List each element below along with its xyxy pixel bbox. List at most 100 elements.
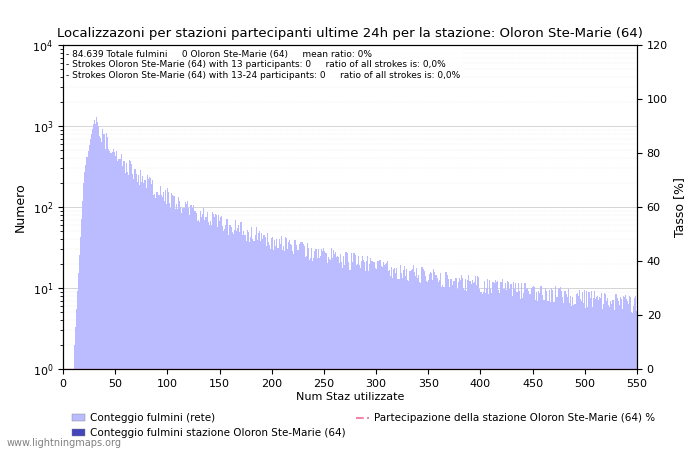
Bar <box>175 209 176 450</box>
Bar <box>431 273 432 450</box>
Bar <box>249 242 251 450</box>
Bar <box>576 294 577 450</box>
Bar <box>572 297 573 450</box>
Bar <box>430 272 431 450</box>
Bar <box>150 179 151 450</box>
Bar <box>581 302 582 450</box>
Bar <box>330 248 332 450</box>
Bar <box>545 288 546 450</box>
Bar <box>415 276 416 450</box>
Bar <box>113 152 115 450</box>
Bar <box>216 215 217 450</box>
Bar <box>458 283 459 450</box>
Bar <box>555 286 556 450</box>
Bar <box>242 235 243 450</box>
Bar <box>237 228 238 450</box>
Bar <box>164 189 166 450</box>
Bar <box>287 249 288 450</box>
Bar <box>376 269 377 450</box>
Bar <box>542 295 543 450</box>
Bar <box>354 253 355 450</box>
Bar <box>192 208 193 450</box>
Bar <box>626 299 627 450</box>
Bar <box>304 257 306 450</box>
Bar <box>265 237 266 450</box>
Bar <box>167 188 168 450</box>
Bar <box>531 288 532 450</box>
Bar <box>530 294 531 450</box>
Bar <box>147 175 148 450</box>
Bar <box>245 235 246 450</box>
Bar <box>81 219 83 450</box>
Bar <box>395 273 396 450</box>
Bar <box>199 222 200 450</box>
Bar <box>224 229 225 450</box>
Bar <box>600 298 601 450</box>
Bar <box>119 159 120 450</box>
Partecipazione della stazione Oloron Ste-Marie (64) % <box>60 366 68 372</box>
Bar <box>80 237 81 450</box>
Bar <box>291 245 292 450</box>
Bar <box>479 289 480 450</box>
Bar <box>451 279 452 450</box>
Bar <box>136 181 138 450</box>
Bar <box>559 288 560 450</box>
Bar <box>398 279 400 450</box>
Bar <box>627 301 628 450</box>
Bar <box>502 279 503 450</box>
Bar <box>389 270 390 450</box>
Bar <box>177 209 178 450</box>
Bar <box>294 240 295 450</box>
Bar <box>394 268 395 450</box>
Bar <box>409 271 410 450</box>
Bar <box>487 279 489 450</box>
Bar <box>536 292 538 450</box>
Bar <box>473 283 474 450</box>
Bar <box>153 195 154 450</box>
Bar <box>534 287 536 450</box>
Bar <box>391 267 392 450</box>
Bar <box>425 276 426 450</box>
Bar <box>444 287 445 450</box>
Legend: Conteggio fulmini (rete), Conteggio fulmini stazione Oloron Ste-Marie (64), Part: Conteggio fulmini (rete), Conteggio fulm… <box>68 409 659 442</box>
Bar <box>477 276 478 450</box>
Bar <box>206 212 207 450</box>
Bar <box>323 248 324 450</box>
Bar <box>272 237 273 450</box>
Bar <box>225 225 226 450</box>
Bar <box>106 134 107 450</box>
Bar <box>628 304 629 450</box>
Bar <box>190 205 191 450</box>
Bar <box>285 237 286 450</box>
Bar <box>523 293 524 450</box>
Bar <box>277 248 279 450</box>
Bar <box>211 212 213 450</box>
Bar <box>485 293 486 450</box>
Bar <box>433 269 434 450</box>
Bar <box>573 305 574 450</box>
Bar <box>253 241 255 450</box>
Partecipazione della stazione Oloron Ste-Marie (64) % <box>456 366 464 372</box>
Bar <box>438 282 439 450</box>
Bar <box>308 248 309 450</box>
Bar <box>146 188 147 450</box>
Partecipazione della stazione Oloron Ste-Marie (64) % <box>76 366 85 372</box>
Bar <box>78 273 79 450</box>
Bar <box>241 222 242 450</box>
Bar <box>548 302 549 450</box>
Bar <box>547 301 548 450</box>
Bar <box>318 249 319 450</box>
Bar <box>466 291 468 450</box>
Bar <box>456 278 457 450</box>
Bar <box>383 262 384 450</box>
Bar <box>238 225 239 450</box>
Bar <box>116 151 117 450</box>
Bar <box>215 214 216 450</box>
Bar <box>191 205 192 450</box>
Bar <box>532 287 533 450</box>
Bar <box>610 302 611 450</box>
Bar <box>468 275 470 450</box>
Bar <box>270 248 271 450</box>
Bar <box>538 291 540 450</box>
Bar <box>408 280 409 450</box>
